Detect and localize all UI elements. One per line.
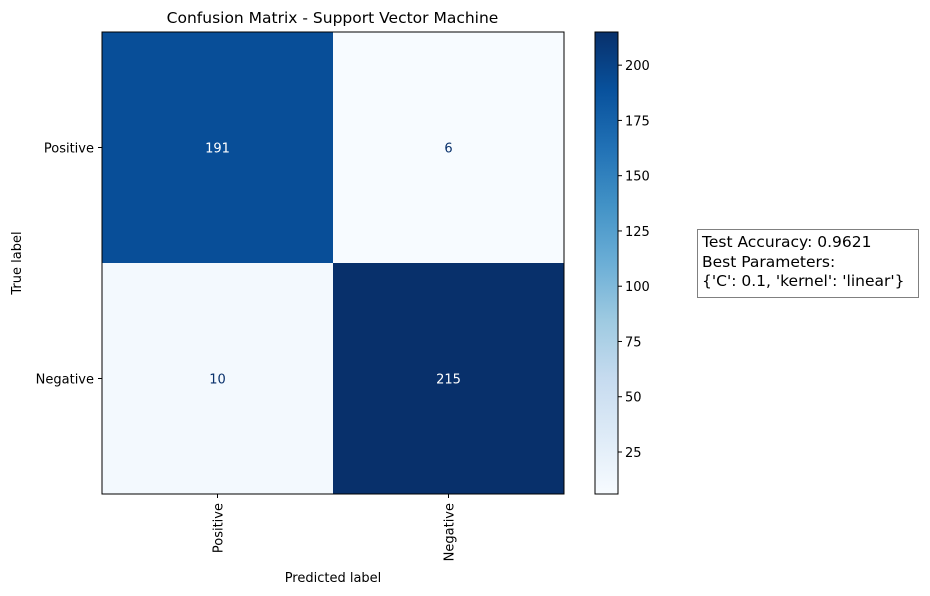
y-axis-ticks: Positive Negative [36,142,102,388]
best-parameters-value: {'C': 0.1, 'kernel': 'linear'} [702,272,905,290]
plot-frame [101,31,565,495]
colorbar-tick-label: 150 [625,170,650,185]
heatmap-cell [102,32,333,263]
y-axis-label: True label [10,231,25,295]
cell-value-label: 6 [444,142,452,157]
colorbar-tick-label: 50 [625,391,642,406]
y-tick-label: Negative [36,373,94,388]
colorbar-tick-label: 200 [625,59,650,74]
colorbar-tick-label: 75 [625,335,642,350]
colorbar-tick-label: 175 [625,114,650,129]
heatmap-cell [333,263,564,494]
chart-title: Confusion Matrix - Support Vector Machin… [167,9,499,27]
colorbar-tick-label: 100 [625,280,650,295]
heatmap-cell [333,32,564,263]
heatmap-cells [102,32,564,494]
y-tick-label: Positive [44,142,94,157]
heatmap-cell [102,263,333,494]
x-tick-label: Positive [212,503,227,553]
x-axis-ticks: Positive Negative [212,494,458,561]
cell-value-label: 10 [209,373,226,388]
best-parameters-heading: Best Parameters: [702,252,836,271]
colorbar-ticks: 25 50 75 100 125 150 175 200 [618,59,650,461]
test-accuracy-text: Test Accuracy: 0.9621 [702,233,872,251]
cell-value-labels: 191 6 10 215 [205,142,461,388]
colorbar [594,31,619,495]
cell-value-label: 215 [436,373,461,388]
cell-value-label: 191 [205,142,230,157]
x-axis-label: Predicted label [285,571,382,586]
accuracy-annotation-box: Test Accuracy: 0.9621 Best Parameters: {… [697,229,919,298]
x-tick-label: Negative [443,503,458,561]
colorbar-tick-label: 125 [625,225,650,240]
colorbar-tick-label: 25 [625,446,642,461]
